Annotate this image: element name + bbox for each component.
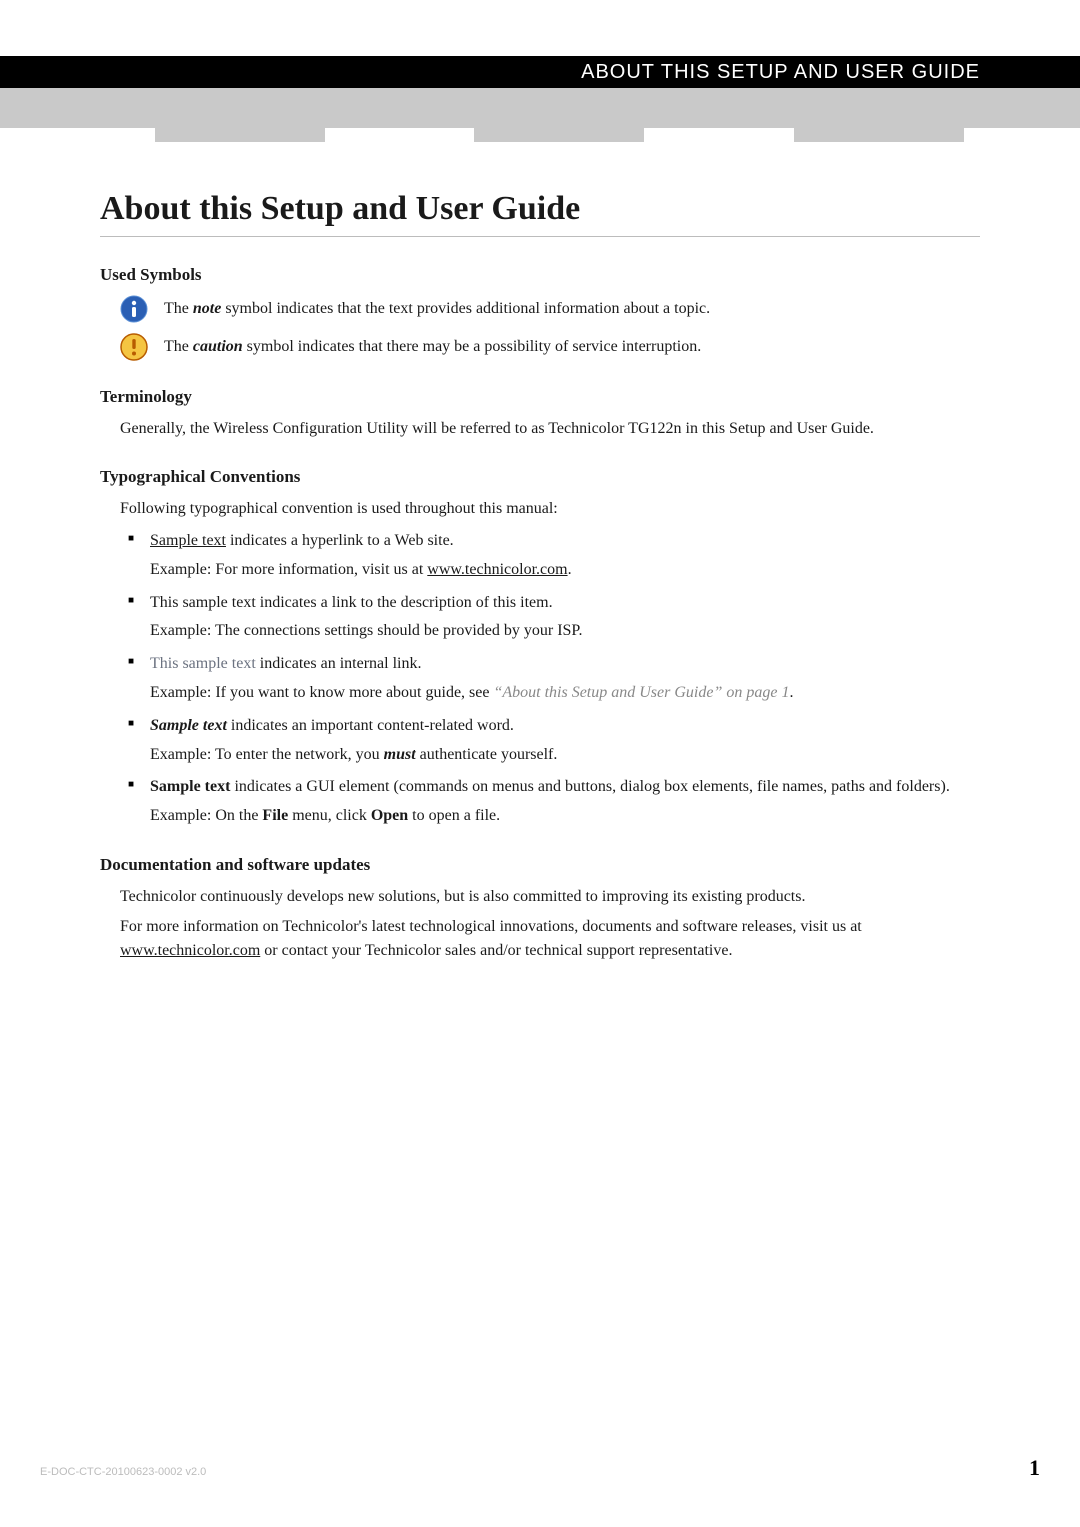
conv3-lead: Sample text [150,717,227,734]
grey-tab-3 [794,128,964,142]
caution-symbol-text: The caution symbol indicates that there … [164,335,701,359]
note-post: symbol indicates that the text provides … [221,300,710,317]
typographical-intro: Following typographical convention is us… [120,497,980,521]
heading-used-symbols: Used Symbols [100,265,980,285]
page-title: About this Setup and User Guide [100,190,980,237]
conv-item-gui: Sample text indicates a GUI element (com… [128,775,980,829]
conv0-ex-link[interactable]: www.technicolor.com [427,561,567,578]
doc-id: E-DOC-CTC-20100623-0002 v2.0 [40,1466,206,1478]
conv0-rest: indicates a hyperlink to a Web site. [226,532,454,549]
conv0-ex-pre: Example: For more information, visit us … [150,561,427,578]
grey-tab-2 [474,128,644,142]
grey-tab-1 [155,128,325,142]
conv-item-link: This sample text indicates a link to the… [128,591,980,645]
caution-symbol-row: The caution symbol indicates that there … [120,333,980,361]
conv-item-internal: This sample text indicates an internal l… [128,652,980,706]
caution-icon [120,333,148,361]
conv2-lead: This sample text [150,655,256,672]
conv2-rest: indicates an internal link. [256,655,422,672]
conv0-example: Example: For more information, visit us … [150,558,980,583]
docs-updates-p2: For more information on Technicolor's la… [120,915,980,963]
conv0-ex-post: . [568,561,572,578]
docs-p2-pre: For more information on Technicolor's la… [120,918,862,935]
page-number: 1 [1029,1455,1040,1481]
conv4-ex-pre: Example: On the [150,807,262,824]
note-pre: The [164,300,193,317]
conv1-example: Example: The connections settings should… [150,619,980,644]
header-bar: ABOUT THIS SETUP AND USER GUIDE [0,56,1080,88]
conv-item-important: Sample text indicates an important conte… [128,714,980,768]
heading-docs-updates: Documentation and software updates [100,855,980,875]
conv1-lead: This sample text indicates a link to the… [150,594,553,611]
info-icon [120,295,148,323]
conv2-example: Example: If you want to know more about … [150,681,980,706]
conv0-lead: Sample text [150,532,226,549]
note-symbol-text: The note symbol indicates that the text … [164,297,710,321]
conv-item-hyperlink: Sample text indicates a hyperlink to a W… [128,529,980,583]
conv4-example: Example: On the File menu, click Open to… [150,804,980,829]
conv2-ex-pre: Example: If you want to know more about … [150,684,493,701]
conv4-lead: Sample text [150,778,230,795]
heading-terminology: Terminology [100,387,980,407]
heading-typographical: Typographical Conventions [100,467,980,487]
conv3-rest: indicates an important content-related w… [227,717,514,734]
conv2-ex-grey: “About this Setup and User Guide” on pag… [493,684,789,701]
header-title: ABOUT THIS SETUP AND USER GUIDE [581,61,980,84]
conv3-ex-bi: must [384,746,416,763]
conv3-ex-pre: Example: To enter the network, you [150,746,384,763]
conv3-example: Example: To enter the network, you must … [150,743,980,768]
terminology-text: Generally, the Wireless Configuration Ut… [120,417,980,441]
caution-word: caution [193,338,243,355]
caution-pre: The [164,338,193,355]
conv4-ex-b1: File [262,807,288,824]
conv4-rest: indicates a GUI element (commands on men… [230,778,949,795]
conv4-ex-mid: menu, click [288,807,371,824]
conv2-ex-post: . [789,684,793,701]
grey-bar [0,88,1080,128]
note-word: note [193,300,221,317]
conv3-ex-post: authenticate yourself. [416,746,558,763]
conv4-ex-b2: Open [371,807,408,824]
docs-updates-p1: Technicolor continuously develops new so… [120,885,980,909]
docs-p2-post: or contact your Technicolor sales and/or… [260,942,732,959]
docs-p2-link[interactable]: www.technicolor.com [120,942,260,959]
content-area: About this Setup and User Guide Used Sym… [100,190,980,969]
note-symbol-row: The note symbol indicates that the text … [120,295,980,323]
footer: E-DOC-CTC-20100623-0002 v2.0 1 [40,1455,1040,1481]
conv4-ex-post: to open a file. [408,807,500,824]
caution-post: symbol indicates that there may be a pos… [243,338,702,355]
conventions-list: Sample text indicates a hyperlink to a W… [128,529,980,829]
